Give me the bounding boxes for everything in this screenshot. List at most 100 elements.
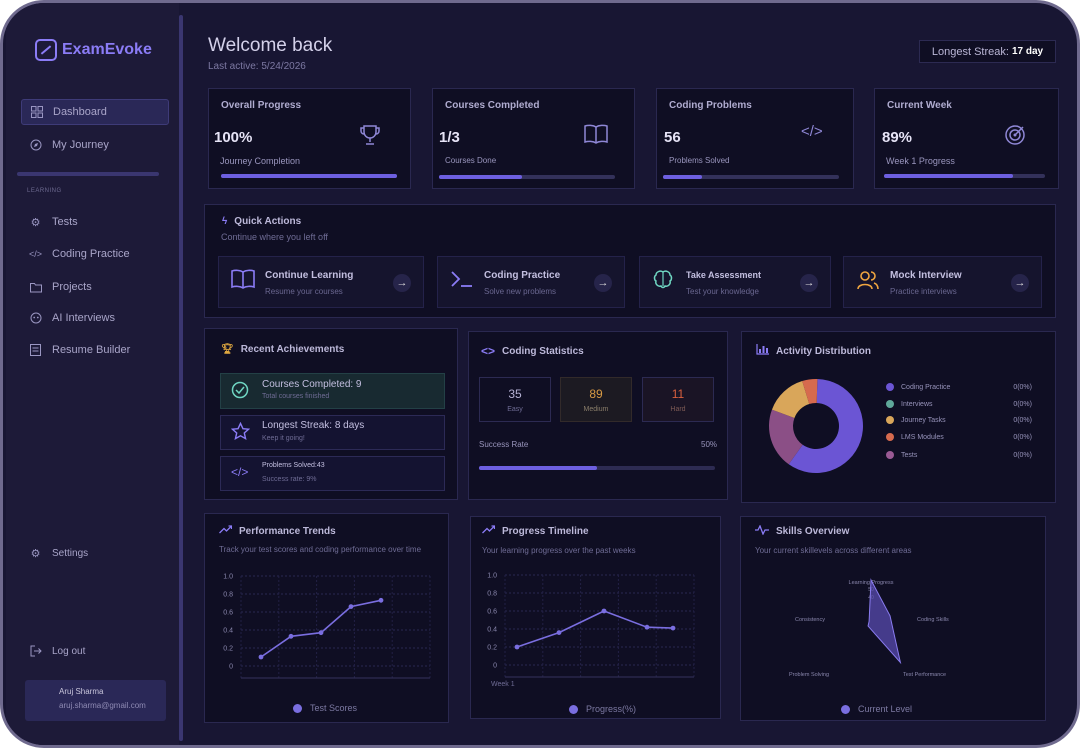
- section-title-text: Recent Achievements: [240, 344, 345, 355]
- stat-title: Courses Completed: [445, 100, 540, 111]
- y-tick-label: 0.8: [487, 591, 497, 598]
- trend-icon: [482, 525, 496, 537]
- quick-action-title: Mock Interview: [890, 270, 962, 281]
- quick-action-subtitle: Practice interviews: [890, 287, 957, 296]
- radar-axis-label: Coding Skills: [917, 617, 949, 623]
- sidebar-item-settings[interactable]: ⚙ Settings: [21, 540, 169, 566]
- legend-label: LMS Modules: [901, 433, 944, 441]
- performance-title: Performance Trends: [219, 525, 336, 537]
- data-point[interactable]: [348, 604, 354, 609]
- data-point[interactable]: [514, 644, 520, 650]
- legend-item: Interviews 0(0%): [886, 400, 1032, 408]
- section-title-text: Performance Trends: [239, 525, 336, 537]
- user-profile-card[interactable]: Aruj Sharma aruj.sharma@gmail.com: [25, 680, 166, 721]
- activity-donut-chart: [769, 379, 863, 473]
- legend-label: Journey Tasks: [901, 416, 946, 424]
- sidebar-item-tests[interactable]: ⚙ Tests: [21, 209, 169, 235]
- radar-axis-label: Test Performance: [903, 672, 946, 678]
- data-point[interactable]: [378, 597, 384, 603]
- legend-label: Test Scores: [310, 703, 358, 713]
- stat-card-current-week[interactable]: Current Week 89% Week 1 Progress: [874, 88, 1059, 189]
- grid-icon: [30, 106, 43, 119]
- sidebar-item-label: Projects: [52, 281, 92, 293]
- settings-gear-icon: ⚙: [30, 547, 41, 560]
- arrow-right-icon[interactable]: →: [594, 274, 612, 292]
- brand-logo[interactable]: ExamEvoke: [35, 39, 152, 61]
- data-point[interactable]: [258, 654, 264, 660]
- data-point[interactable]: [670, 625, 676, 631]
- quick-action-coding-practice[interactable]: Coding Practice Solve new problems →: [437, 256, 625, 308]
- success-rate-label: Success Rate: [479, 440, 529, 449]
- legend-dot: [886, 451, 894, 459]
- quick-action-mock-interview[interactable]: Mock Interview Practice interviews →: [843, 256, 1042, 308]
- legend-value: 0(0%): [1013, 416, 1032, 424]
- data-point[interactable]: [318, 630, 324, 636]
- sidebar-item-projects[interactable]: Projects: [21, 274, 169, 300]
- legend-label: Tests: [901, 451, 918, 459]
- legend-dot: [886, 400, 894, 408]
- y-tick-label: 0.4: [487, 627, 497, 634]
- stat-card-courses-completed[interactable]: Courses Completed 1/3 Courses Done: [432, 88, 635, 189]
- legend-label: Current Level: [858, 704, 913, 714]
- stat-value: 1/3: [439, 129, 460, 146]
- y-tick-label: 0.2: [487, 645, 497, 652]
- check-circle-icon: [231, 381, 249, 403]
- y-tick-label: 0.6: [487, 609, 497, 616]
- arrow-right-icon[interactable]: →: [1011, 274, 1029, 292]
- medium-count-box: 89 Medium: [560, 377, 632, 422]
- code-icon: </>: [231, 465, 249, 479]
- sidebar-divider: [179, 15, 183, 741]
- progress-bar-fill: [439, 175, 522, 179]
- sidebar-item-dashboard[interactable]: Dashboard: [21, 99, 169, 125]
- stat-card-overall-progress[interactable]: Overall Progress 100% Journey Completion: [208, 88, 411, 189]
- stat-value: 56: [664, 129, 681, 146]
- medium-label: Medium: [583, 406, 609, 413]
- hard-count: 11: [671, 387, 685, 401]
- timeline-line-chart: 1.0 0.8 0.6 0.4 0.2 0: [487, 573, 695, 678]
- data-point[interactable]: [644, 624, 650, 630]
- brand-name: ExamEvoke: [62, 41, 152, 58]
- data-point[interactable]: [601, 608, 607, 614]
- legend-dot: [886, 433, 894, 441]
- sidebar-item-resume-builder[interactable]: Resume Builder: [21, 337, 169, 363]
- achievement-subtitle: Success rate: 9%: [262, 476, 317, 483]
- stat-card-coding-problems[interactable]: Coding Problems 56 </> Problems Solved: [656, 88, 854, 189]
- arrow-right-icon[interactable]: →: [800, 274, 818, 292]
- quick-action-take-assessment[interactable]: Take Assessment Test your knowledge →: [639, 256, 831, 308]
- sidebar-item-label: Dashboard: [53, 106, 107, 118]
- streak-value: 17 day: [1011, 46, 1044, 57]
- y-tick-label: 0: [229, 664, 233, 671]
- logout-button[interactable]: Log out: [21, 638, 169, 664]
- data-point[interactable]: [556, 630, 562, 635]
- easy-label: Easy: [507, 406, 523, 413]
- progress-bar-fill: [884, 174, 1013, 178]
- data-point[interactable]: [288, 633, 294, 639]
- skills-overview-panel: Skills Overview Your current skillevels …: [740, 516, 1046, 721]
- sidebar-item-my-journey[interactable]: My Journey: [21, 132, 169, 158]
- quick-actions-title: ϟ Quick Actions: [222, 216, 301, 227]
- legend-dot: [841, 704, 850, 714]
- trend-icon: [219, 525, 233, 537]
- y-tick-label: 1.0: [487, 573, 497, 580]
- y-tick-label: 0.4: [223, 628, 233, 635]
- sidebar-item-label: Tests: [52, 216, 78, 228]
- success-rate-value: 50%: [701, 440, 718, 449]
- stat-sub: Courses Done: [445, 156, 497, 165]
- quick-action-subtitle: Resume your courses: [265, 287, 343, 296]
- arrow-right-icon[interactable]: →: [393, 274, 411, 292]
- coding-stats-title: <> Coding Statistics: [481, 344, 584, 358]
- quick-action-continue-learning[interactable]: Continue Learning Resume your courses →: [218, 256, 424, 308]
- stat-sub: Journey Completion: [220, 156, 301, 166]
- sidebar-item-ai-interviews[interactable]: AI Interviews: [21, 305, 169, 331]
- pulse-icon: [755, 524, 769, 538]
- timeline-x-label: Week 1: [491, 681, 515, 688]
- legend-value: 0(0%): [1013, 383, 1032, 391]
- legend-label: Coding Practice: [901, 383, 951, 391]
- legend-item: Tests 0(0%): [886, 451, 1032, 459]
- performance-line-chart: 1.0 0.8 0.6 0.4 0.2 0: [223, 574, 431, 679]
- legend-item: Journey Tasks 0(0%): [886, 416, 1032, 424]
- sidebar-item-coding-practice[interactable]: </> Coding Practice: [21, 241, 169, 267]
- section-title-text: Skills Overview: [776, 526, 850, 537]
- stat-title: Overall Progress: [221, 100, 302, 111]
